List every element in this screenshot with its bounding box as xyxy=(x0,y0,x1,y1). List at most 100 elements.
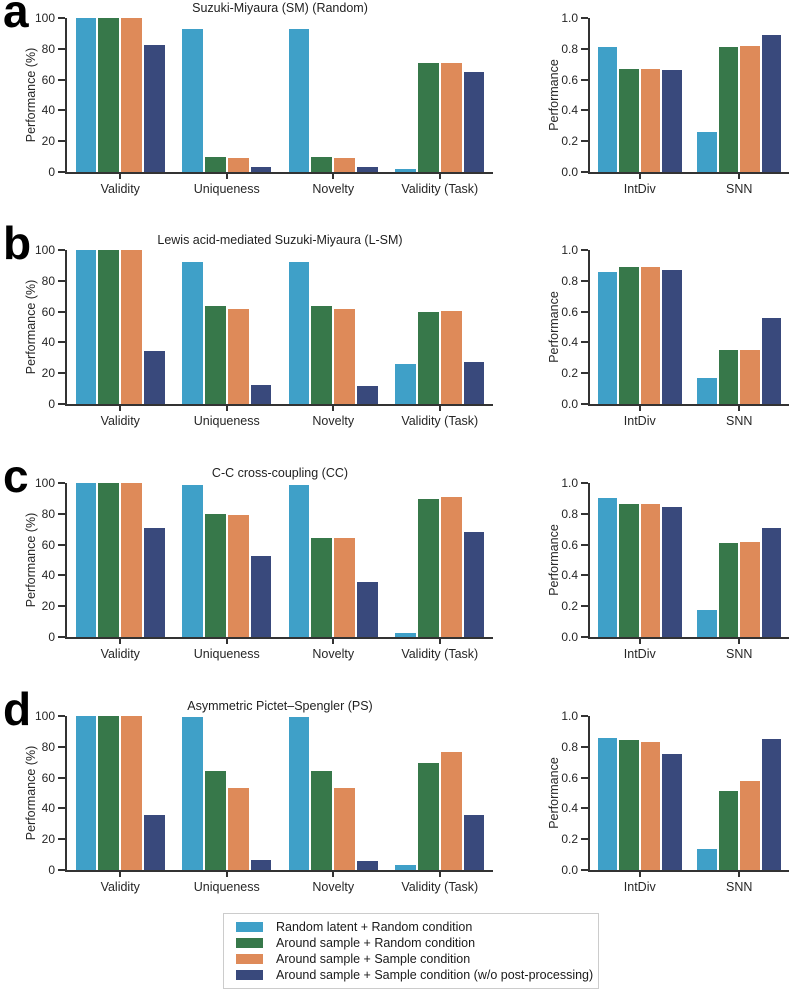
y-tick xyxy=(581,17,588,19)
y-tick xyxy=(581,372,588,375)
y-tick-label: 1.0 xyxy=(561,476,578,490)
x-tick xyxy=(638,639,641,644)
y-tick-label: 100 xyxy=(34,476,55,490)
bar xyxy=(463,362,485,404)
y-tick-label: 0.4 xyxy=(561,335,578,350)
y-tick-label: 0 xyxy=(48,630,55,644)
x-axis-line xyxy=(588,172,789,174)
chart-title: Suzuki-Miyaura (SM) (Random) xyxy=(192,1,368,15)
y-tick xyxy=(581,838,588,841)
y-tick xyxy=(581,78,588,81)
x-tick xyxy=(332,639,335,644)
y-tick-label: 0.8 xyxy=(561,273,578,288)
y-tick xyxy=(58,636,65,638)
y-tick-label: 60 xyxy=(41,304,55,319)
x-tick xyxy=(119,639,122,644)
bar xyxy=(288,262,310,404)
x-tick-label: Validity xyxy=(100,880,140,894)
bar xyxy=(357,861,378,870)
bar xyxy=(121,250,143,404)
bar xyxy=(227,309,249,404)
bar xyxy=(619,267,639,404)
bar xyxy=(417,63,439,172)
x-tick-label: Validity (Task) xyxy=(401,647,479,661)
x-tick xyxy=(332,872,335,877)
y-tick-label: 40 xyxy=(41,801,55,816)
bar xyxy=(182,485,203,637)
x-tick-label: Validity (Task) xyxy=(401,182,479,196)
x-tick xyxy=(438,872,441,877)
y-tick xyxy=(581,310,588,313)
x-tick xyxy=(332,406,335,411)
x-tick xyxy=(738,639,741,644)
y-axis-title: Performance xyxy=(547,524,561,596)
x-tick-label: Novelty xyxy=(312,647,355,661)
y-axis-line xyxy=(65,18,67,174)
y-tick-label: 80 xyxy=(41,273,55,288)
bar xyxy=(204,514,226,637)
x-tick xyxy=(332,174,335,179)
y-axis-line xyxy=(588,716,590,872)
bar xyxy=(204,306,226,404)
y-axis-line xyxy=(588,483,590,639)
legend: Random latent + Random condition Around s… xyxy=(223,913,599,989)
bar xyxy=(395,633,416,637)
y-tick-label: 60 xyxy=(41,537,55,552)
y-tick xyxy=(581,403,588,405)
y-tick-label: 80 xyxy=(41,506,55,521)
y-tick xyxy=(581,512,588,515)
bar xyxy=(144,45,165,172)
y-tick xyxy=(581,543,588,546)
bar xyxy=(640,69,661,172)
x-axis-line xyxy=(65,870,493,872)
y-tick xyxy=(58,512,65,515)
bar xyxy=(597,738,618,870)
bar xyxy=(440,63,462,172)
y-tick xyxy=(58,605,65,608)
y-tick xyxy=(58,279,65,282)
bar xyxy=(395,169,416,172)
y-tick xyxy=(581,279,588,282)
bar xyxy=(182,262,203,404)
bar xyxy=(662,270,682,404)
bar xyxy=(98,18,120,172)
legend-item: Around sample + Sample condition (w/o po… xyxy=(236,968,593,982)
bar xyxy=(718,350,739,404)
bar xyxy=(357,582,378,637)
y-tick xyxy=(58,543,65,546)
y-tick xyxy=(58,372,65,375)
legend-item: Around sample + Random condition xyxy=(236,936,586,950)
bar xyxy=(250,385,272,404)
y-tick-label: 0 xyxy=(48,397,55,411)
bar xyxy=(334,538,356,637)
x-tick xyxy=(119,406,122,411)
bar xyxy=(121,716,143,870)
x-tick-label: Validity xyxy=(100,647,140,661)
y-tick-label: 0.6 xyxy=(561,770,578,785)
bar xyxy=(761,528,782,637)
bar xyxy=(740,542,760,637)
y-tick-label: 100 xyxy=(34,709,55,723)
y-tick xyxy=(58,140,65,143)
legend-label: Random latent + Random condition xyxy=(276,920,473,934)
bar xyxy=(697,378,717,404)
bar xyxy=(597,47,618,172)
legend-swatch xyxy=(236,970,263,980)
x-axis-line xyxy=(588,404,789,406)
bar xyxy=(334,788,356,870)
y-tick xyxy=(58,78,65,81)
y-tick xyxy=(58,17,65,19)
y-tick xyxy=(581,171,588,173)
bar xyxy=(227,158,249,172)
y-axis-title: Performance (%) xyxy=(24,512,39,608)
bar xyxy=(640,504,661,637)
y-tick-label: 0 xyxy=(48,165,55,179)
bar xyxy=(761,318,782,404)
y-tick-label: 0 xyxy=(48,863,55,877)
y-tick-label: 40 xyxy=(41,103,55,118)
x-tick-label: Novelty xyxy=(312,414,355,428)
x-tick-label: Uniqueness xyxy=(193,647,260,661)
y-tick xyxy=(58,776,65,779)
y-axis-title: Performance (%) xyxy=(24,47,39,143)
bar xyxy=(740,350,760,404)
